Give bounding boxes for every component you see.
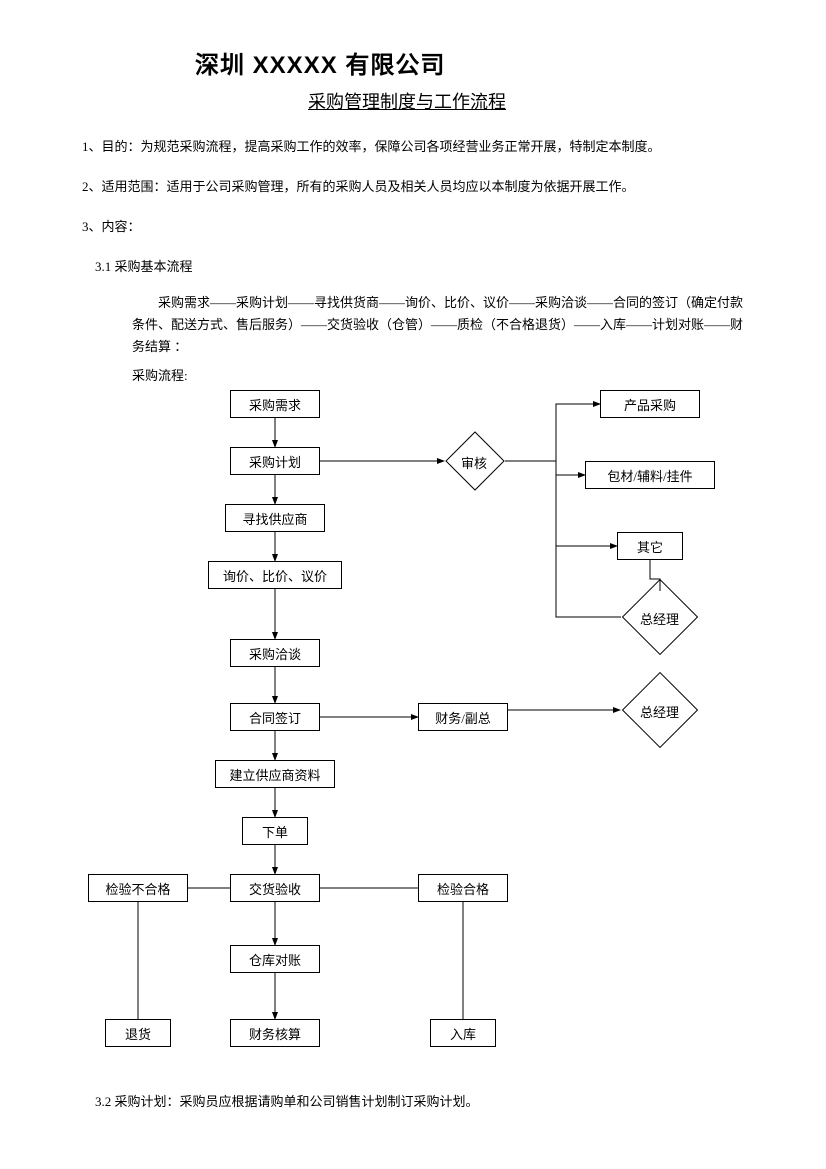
diamond-gm-1 bbox=[622, 579, 698, 655]
node-fail-inspect: 检验不合格 bbox=[88, 874, 188, 902]
diamond-audit bbox=[445, 431, 504, 490]
node-order: 下单 bbox=[242, 817, 308, 845]
section-3-2: 3.2 采购计划：采购员应根据请购单和公司销售计划制订采购计划。 bbox=[95, 1090, 479, 1113]
diamond-gm-2 bbox=[622, 672, 698, 748]
node-delivery: 交货验收 bbox=[230, 874, 320, 902]
node-purchase-plan: 采购计划 bbox=[230, 447, 320, 475]
flow-label: 采购流程: bbox=[132, 365, 188, 384]
paragraph-scope: 2、适用范围：适用于公司采购管理，所有的采购人员及相关人员均应以本制度为依据开展… bbox=[82, 175, 752, 198]
flowchart: 采购需求 采购计划 寻找供应商 询价、比价、议价 采购洽谈 合同签订 建立供应商… bbox=[0, 385, 826, 1105]
node-finance-vp: 财务/副总 bbox=[418, 703, 508, 731]
node-other: 其它 bbox=[617, 532, 683, 560]
node-finance-settle: 财务核算 bbox=[230, 1019, 320, 1047]
node-purchase-demand: 采购需求 bbox=[230, 390, 320, 418]
node-inquiry: 询价、比价、议价 bbox=[208, 561, 342, 589]
node-warehouse-recon: 仓库对账 bbox=[230, 945, 320, 973]
document-title: 采购管理制度与工作流程 bbox=[308, 88, 506, 114]
node-product-purchase: 产品采购 bbox=[600, 390, 700, 418]
paragraph-content: 3、内容： bbox=[82, 215, 141, 238]
node-contract: 合同签订 bbox=[230, 703, 320, 731]
section-3-1: 3.1 采购基本流程 bbox=[95, 255, 193, 278]
node-return: 退货 bbox=[105, 1019, 171, 1047]
node-negotiate: 采购洽谈 bbox=[230, 639, 320, 667]
node-find-supplier: 寻找供应商 bbox=[225, 504, 325, 532]
company-title: 深圳 XXXXX 有限公司 bbox=[195, 45, 445, 80]
node-pass-inspect: 检验合格 bbox=[418, 874, 508, 902]
node-packaging: 包材/辅料/挂件 bbox=[585, 461, 715, 489]
paragraph-purpose: 1、目的：为规范采购流程，提高采购工作的效率，保障公司各项经营业务正常开展，特制… bbox=[82, 135, 752, 158]
flow-text: 采购需求——采购计划——寻找供货商——询价、比价、议价——采购洽谈——合同的签订… bbox=[132, 292, 752, 358]
connectors bbox=[0, 385, 826, 1105]
node-supplier-profile: 建立供应商资料 bbox=[215, 760, 335, 788]
node-in-stock: 入库 bbox=[430, 1019, 496, 1047]
